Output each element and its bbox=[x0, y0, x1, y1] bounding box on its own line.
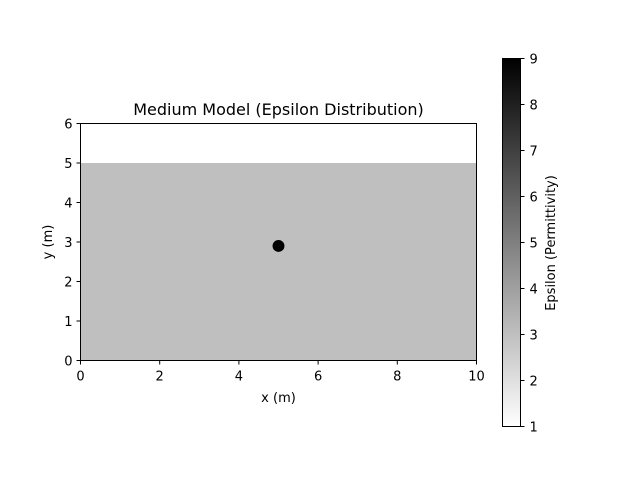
x-tick-label-0: 0 bbox=[76, 370, 84, 385]
x-tick-label-5: 10 bbox=[468, 370, 485, 385]
colorbar-tick-label-8: 9 bbox=[530, 53, 538, 68]
y-tick-label-6: 6 bbox=[64, 118, 72, 133]
colorbar-tick-label-7: 8 bbox=[530, 99, 538, 114]
y-tick-label-5: 5 bbox=[64, 157, 72, 172]
plot-area bbox=[80, 123, 477, 361]
x-tick-label-3: 6 bbox=[314, 370, 322, 385]
x-tick-label-1: 2 bbox=[156, 370, 164, 385]
colorbar-tick-label-4: 5 bbox=[530, 237, 538, 252]
y-tick-label-4: 4 bbox=[64, 197, 72, 212]
colorbar-label: Epsilon (Permittivity) bbox=[544, 175, 559, 311]
colorbar bbox=[502, 58, 521, 427]
y-tick-label-1: 1 bbox=[64, 315, 72, 330]
y-axis-label: y (m) bbox=[41, 225, 56, 260]
y-axis-ticks: 0 1 2 3 4 5 6 bbox=[64, 118, 81, 370]
y-tick-label-0: 0 bbox=[64, 355, 72, 370]
epsilon-region-0 bbox=[80, 163, 477, 361]
epsilon-region-1 bbox=[80, 123, 477, 163]
chart-title: Medium Model (Epsilon Distribution) bbox=[133, 100, 424, 119]
x-axis-label: x (m) bbox=[261, 391, 296, 406]
colorbar-tick-label-0: 1 bbox=[530, 421, 538, 436]
colorbar-tick-label-6: 7 bbox=[530, 145, 538, 160]
epsilon-inclusion-0 bbox=[272, 240, 285, 252]
colorbar-tick-label-2: 3 bbox=[530, 329, 538, 344]
x-axis-ticks: 0 2 4 6 8 10 bbox=[76, 360, 485, 385]
colorbar-tick-label-5: 6 bbox=[530, 191, 538, 206]
colorbar-ticks: 1 2 3 4 5 6 7 8 9 bbox=[520, 53, 538, 436]
y-tick-label-2: 2 bbox=[64, 276, 72, 291]
y-tick-label-3: 3 bbox=[64, 236, 72, 251]
colorbar-tick-label-1: 2 bbox=[530, 375, 538, 390]
x-tick-label-4: 8 bbox=[393, 370, 401, 385]
x-tick-label-2: 4 bbox=[235, 370, 243, 385]
colorbar-tick-label-3: 4 bbox=[530, 283, 538, 298]
